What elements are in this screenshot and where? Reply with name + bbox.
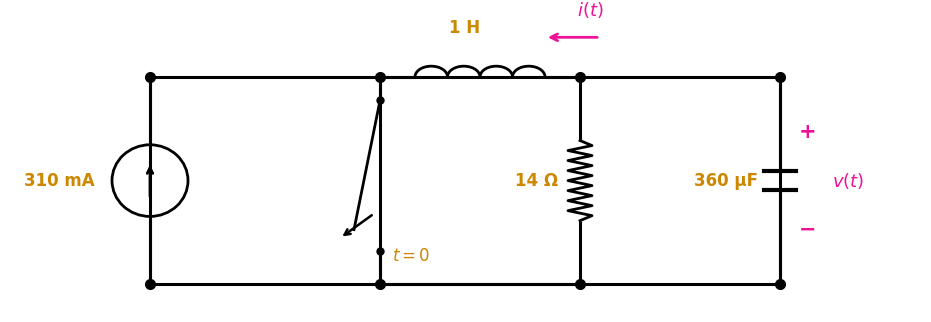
Text: 360 μF: 360 μF xyxy=(694,172,758,190)
Text: 14 Ω: 14 Ω xyxy=(515,172,558,190)
Text: 1 H: 1 H xyxy=(450,19,480,37)
Text: −: − xyxy=(799,220,816,240)
Text: $i(t)$: $i(t)$ xyxy=(576,0,603,20)
Text: 310 mA: 310 mA xyxy=(24,172,95,190)
Text: $v(t)$: $v(t)$ xyxy=(832,171,864,191)
Text: +: + xyxy=(799,122,816,142)
Text: $t=0$: $t=0$ xyxy=(392,247,430,265)
